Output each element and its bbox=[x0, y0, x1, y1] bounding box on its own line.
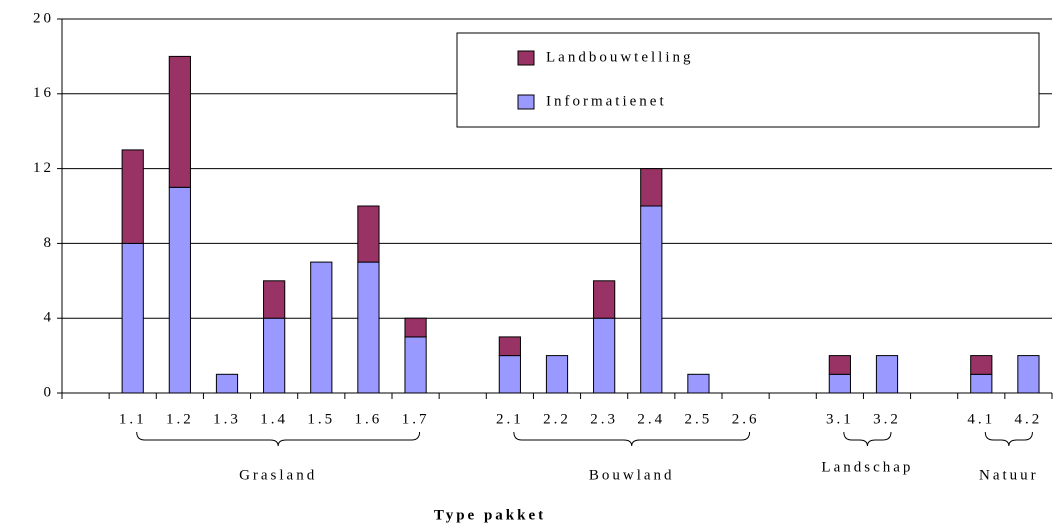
x-tick-label: 4.2 bbox=[1015, 411, 1043, 427]
bar-segment bbox=[593, 317, 616, 394]
bar-segment bbox=[498, 355, 521, 394]
bar-segment bbox=[168, 186, 191, 394]
x-tick-label: 2.1 bbox=[496, 411, 524, 427]
bar-segment bbox=[357, 261, 380, 394]
bar-segment bbox=[545, 355, 569, 394]
bar-segment bbox=[828, 355, 851, 375]
group-brace bbox=[984, 431, 1033, 447]
bar-segment bbox=[498, 336, 521, 357]
y-tick-label: 12 bbox=[33, 160, 54, 176]
group-label: Bouwland bbox=[589, 467, 675, 483]
bar-segment bbox=[310, 261, 333, 394]
bar-segment bbox=[263, 280, 286, 319]
bar-segment bbox=[687, 373, 710, 394]
bar-segment bbox=[875, 355, 899, 394]
bar-segment bbox=[1017, 355, 1040, 394]
x-tick-label: 2.3 bbox=[590, 411, 618, 427]
bar-segment bbox=[640, 205, 663, 394]
x-tick-label: 1.1 bbox=[119, 411, 147, 427]
group-label: Grasland bbox=[239, 467, 317, 483]
x-tick-label: 2.4 bbox=[637, 411, 665, 427]
x-tick-label: 2.6 bbox=[732, 411, 760, 427]
bar-segment bbox=[121, 149, 144, 244]
bar-segment bbox=[215, 373, 239, 394]
x-tick-label: 1.6 bbox=[355, 411, 383, 427]
x-tick-label: 1.3 bbox=[213, 411, 241, 427]
x-axis-title: Type pakket bbox=[434, 507, 546, 523]
legend-swatch bbox=[517, 94, 535, 110]
x-tick-label: 3.2 bbox=[873, 411, 901, 427]
bar-segment bbox=[970, 373, 993, 394]
group-brace bbox=[513, 431, 751, 447]
x-tick-label: 1.7 bbox=[402, 411, 430, 427]
x-tick-label: 1.4 bbox=[260, 411, 288, 427]
bar-segment bbox=[404, 317, 427, 338]
bar-segment bbox=[121, 242, 144, 394]
x-tick-label: 1.5 bbox=[307, 411, 335, 427]
legend-swatch bbox=[517, 50, 535, 66]
bar-segment bbox=[404, 336, 427, 394]
bar-segment bbox=[828, 373, 851, 394]
bar-segment bbox=[168, 55, 191, 188]
bar-segment bbox=[640, 168, 663, 207]
x-tick-label: 2.2 bbox=[543, 411, 571, 427]
legend-label: Landbouwtelling bbox=[546, 49, 693, 65]
group-brace bbox=[843, 431, 892, 447]
group-label: Landschap bbox=[821, 459, 913, 475]
x-tick-label: 1.2 bbox=[166, 411, 194, 427]
legend-label: Informatienet bbox=[546, 93, 667, 109]
y-tick-label: 4 bbox=[44, 310, 55, 326]
bar-segment bbox=[593, 280, 616, 319]
y-tick-label: 0 bbox=[44, 384, 55, 400]
group-brace bbox=[136, 431, 421, 447]
legend-box bbox=[456, 32, 1040, 128]
bar-segment bbox=[357, 205, 380, 263]
y-tick-label: 16 bbox=[33, 85, 54, 101]
y-tick-label: 20 bbox=[33, 10, 54, 26]
y-tick-label: 8 bbox=[44, 235, 55, 251]
x-tick-label: 4.1 bbox=[967, 411, 995, 427]
bar-segment bbox=[263, 317, 286, 394]
x-tick-label: 3.1 bbox=[826, 411, 854, 427]
bar-segment bbox=[970, 355, 993, 375]
x-tick-label: 2.5 bbox=[685, 411, 713, 427]
group-label: Natuur bbox=[979, 467, 1039, 483]
